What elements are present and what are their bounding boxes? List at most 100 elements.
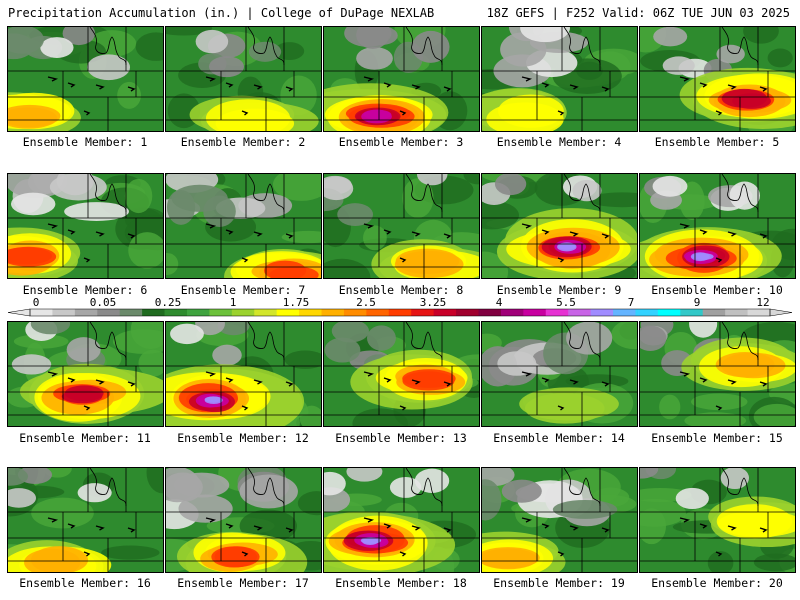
- lake-outline: [399, 110, 407, 116]
- dry-area: [689, 322, 718, 338]
- precip-contour: [743, 27, 779, 44]
- precip-contour: [715, 352, 775, 378]
- lake-outline: [569, 379, 579, 385]
- lake-outline: [205, 76, 217, 82]
- precip-contour: [13, 334, 69, 349]
- precip-contour: [402, 371, 455, 391]
- lake-outline: [727, 379, 737, 385]
- ensemble-member-label: Ensemble Member: 13: [335, 431, 467, 445]
- colorbar-segment: [725, 309, 749, 316]
- lake-outline: [411, 231, 421, 237]
- precip-contour: [324, 258, 371, 278]
- lake-outline: [399, 551, 407, 557]
- colorbar-segment: [523, 309, 547, 316]
- lake-outline: [699, 377, 708, 383]
- precip-contour: [138, 349, 163, 377]
- lake-outline: [383, 82, 392, 88]
- coastline: [405, 174, 443, 213]
- colorbar-segment: [52, 309, 76, 316]
- ensemble-map-9: [481, 173, 638, 279]
- lake-outline: [727, 525, 737, 531]
- lake-outline: [411, 525, 421, 531]
- dry-area: [411, 30, 450, 63]
- precip-map: [166, 174, 321, 278]
- precip-contour: [659, 394, 681, 420]
- colorbar-segment: [657, 309, 681, 316]
- colorbar-segment: [456, 309, 479, 316]
- colorbar-segment: [186, 309, 210, 316]
- colorbar-tick-label: 5.5: [556, 296, 576, 309]
- ensemble-map-8: [323, 173, 480, 279]
- ensemble-member-label: Ensemble Member: 14: [493, 431, 625, 445]
- dry-area: [346, 468, 383, 482]
- lake-outline: [601, 233, 610, 239]
- lake-outline: [601, 381, 610, 387]
- lake-outline: [363, 517, 375, 523]
- precip-contour: [362, 537, 379, 545]
- lake-outline: [241, 405, 249, 411]
- coastline: [563, 174, 601, 213]
- precip-contour: [486, 102, 564, 131]
- dry-area: [324, 471, 346, 496]
- lake-outline: [759, 233, 768, 239]
- lake-outline: [253, 525, 263, 531]
- precip-map: [482, 322, 637, 426]
- dry-area: [10, 192, 56, 216]
- lake-outline: [411, 84, 421, 90]
- precip-map: [324, 468, 479, 572]
- precip-contour: [124, 178, 153, 214]
- precip-map: [482, 27, 637, 131]
- lake-outline: [95, 379, 105, 385]
- dry-area: [8, 27, 44, 54]
- colorbar: 0 0.05 0.25 1 1.75 2.5 3.25 4 5.5 7 9 12: [0, 296, 800, 322]
- colorbar-segment: [209, 309, 233, 316]
- coastline: [89, 27, 127, 66]
- lake-outline: [443, 86, 452, 92]
- lake-outline: [285, 86, 294, 92]
- dry-area: [209, 56, 245, 78]
- lake-outline: [285, 233, 294, 239]
- dry-area: [337, 203, 374, 227]
- lake-outline: [67, 377, 76, 383]
- dry-area: [203, 195, 236, 227]
- lake-outline: [225, 523, 234, 529]
- lake-outline: [205, 223, 217, 229]
- colorbar-segment: [433, 309, 457, 316]
- ensemble-map-1: [7, 26, 164, 132]
- colorbar-segment: [680, 309, 704, 316]
- page-title: Precipitation Accumulation (in.) | Colle…: [8, 6, 435, 20]
- precip-map: [640, 27, 795, 131]
- lake-outline: [679, 517, 691, 523]
- lake-outline: [95, 84, 105, 90]
- ensemble-member-label: Ensemble Member: 5: [654, 135, 780, 149]
- colorbar-segment: [343, 309, 367, 316]
- lake-outline: [521, 223, 533, 229]
- coastline: [89, 174, 127, 213]
- precip-contour: [64, 385, 104, 402]
- dry-area: [8, 468, 29, 486]
- coastline: [721, 468, 759, 507]
- dry-area: [195, 29, 229, 54]
- dry-area: [324, 176, 354, 201]
- lake-outline: [127, 381, 136, 387]
- precip-map: [482, 468, 637, 572]
- lake-outline: [383, 523, 392, 529]
- colorbar-tick-label: 4: [495, 296, 503, 309]
- ensemble-member-label: Ensemble Member: 11: [19, 431, 151, 445]
- lake-outline: [47, 371, 59, 377]
- lake-outline: [47, 517, 59, 523]
- dry-area: [356, 27, 390, 49]
- precip-contour: [281, 230, 321, 244]
- colorbar-tick-label: 0.05: [89, 296, 117, 309]
- colorbar-segment: [388, 309, 412, 316]
- ensemble-map-12: [165, 321, 322, 427]
- lake-outline: [83, 257, 91, 263]
- coastline: [247, 27, 285, 66]
- dry-area: [170, 323, 204, 345]
- lake-outline: [715, 405, 723, 411]
- precip-contour: [732, 93, 771, 109]
- coastline: [89, 322, 127, 361]
- lake-outline: [285, 527, 294, 533]
- lake-outline: [521, 517, 533, 523]
- precip-contour: [101, 545, 160, 560]
